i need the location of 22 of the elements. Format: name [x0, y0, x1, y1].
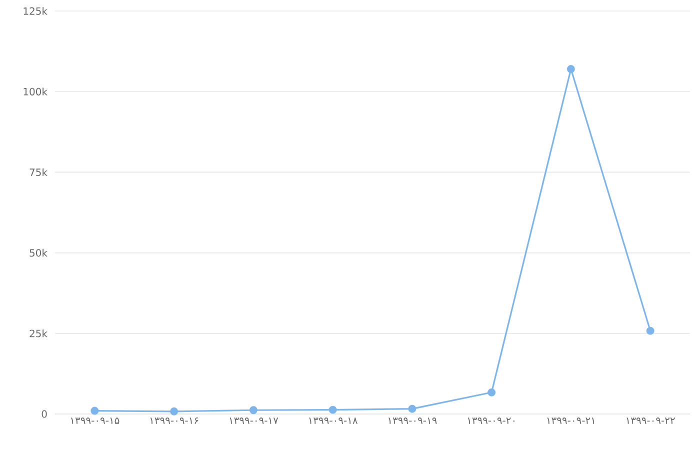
- point: [249, 406, 258, 414]
- x-tick-label: ۱۳۹۹-۰۹-۲۲: [626, 418, 675, 424]
- y-tick-label: 75k: [30, 168, 48, 176]
- x-tick-label: ۱۳۹۹-۰۹-۲۰: [468, 418, 514, 424]
- x-tick-label: ۱۳۹۹-۰۹-۱۹: [388, 418, 437, 424]
- y-tick-label: 50k: [30, 248, 48, 257]
- x-tick-label: ۱۳۹۹-۰۹-۱۶: [150, 418, 198, 424]
- point: [328, 406, 337, 414]
- x-tick-label: ۱۳۹۹-۰۹-۱۸: [309, 418, 358, 424]
- y-tick-label: 25k: [30, 330, 48, 338]
- x-tick-label: ۱۳۹۹-۰۹-۲۱: [547, 418, 594, 424]
- point: [566, 65, 575, 74]
- x-tick-label: ۱۳۹۹-۰۹-۱۷: [230, 418, 278, 424]
- point: [488, 388, 496, 396]
- point: [170, 407, 178, 416]
- point: [646, 326, 654, 335]
- point: [408, 404, 416, 413]
- x-tick-label: ۱۳۹۹-۰۹-۱۵: [71, 418, 120, 424]
- y-tick-label: 100k: [24, 88, 48, 96]
- y-tick-label: 0: [42, 410, 47, 418]
- point: [90, 406, 99, 415]
- y-tick-label: 125k: [24, 7, 48, 15]
